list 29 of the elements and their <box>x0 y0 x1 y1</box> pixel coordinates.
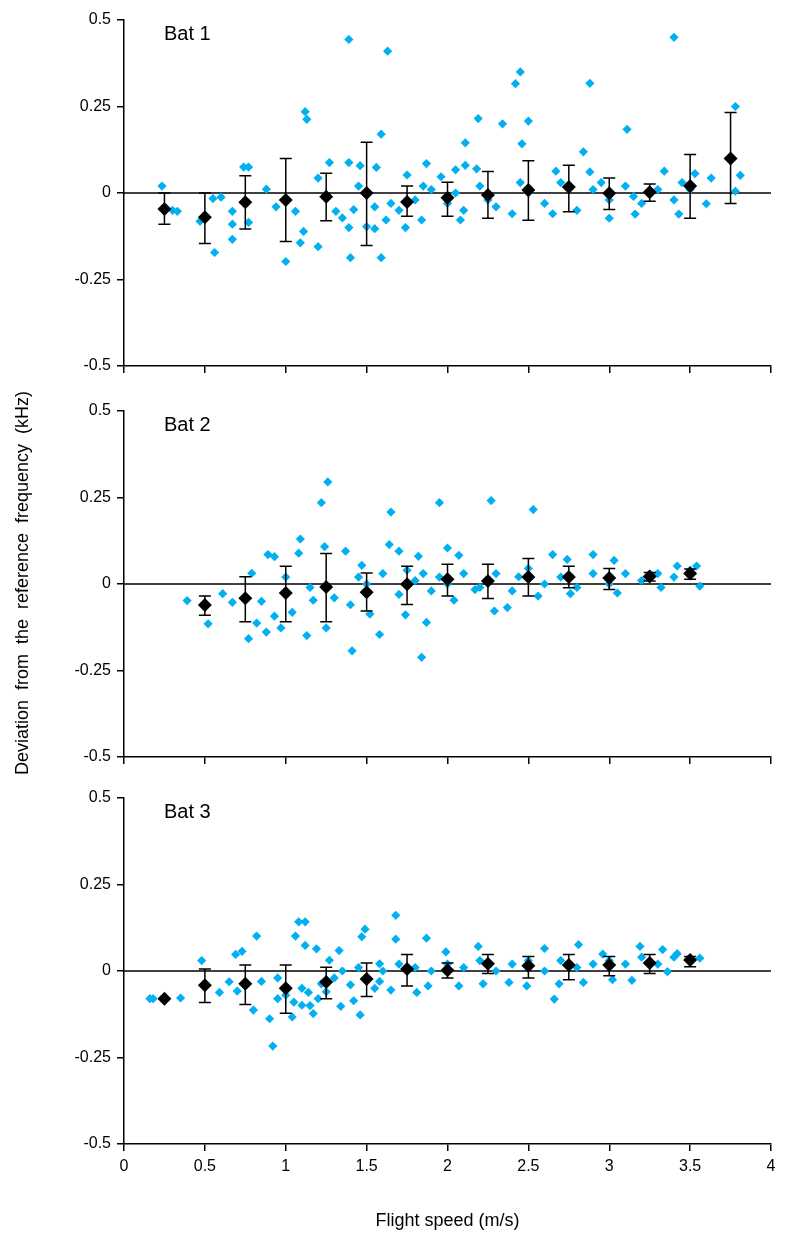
y-tick-label: -0.25 <box>74 269 112 287</box>
x-tick-label: 4 <box>766 1157 776 1175</box>
y-tick-label: -0.5 <box>83 1134 112 1152</box>
y-tick-label: 0 <box>102 961 112 979</box>
y-tick-label: 0 <box>102 183 112 201</box>
y-tick-label: 0 <box>102 574 112 592</box>
x-tick-label: 1.5 <box>355 1157 378 1175</box>
x-tick-label: 1 <box>281 1157 291 1175</box>
chart-title: Bat 2 <box>164 412 211 435</box>
y-tick-label: 0.25 <box>79 874 112 892</box>
y-tick-label: -0.5 <box>83 747 112 765</box>
x-tick-label: 2.5 <box>517 1157 540 1175</box>
y-tick-label: 0.25 <box>79 96 112 114</box>
y-tick-label: 0.5 <box>88 788 112 806</box>
chart-title: Bat 1 <box>164 21 211 44</box>
x-tick-label: 2 <box>443 1157 453 1175</box>
y-tick-label: 0.5 <box>88 10 112 28</box>
x-tick-label: 3 <box>604 1157 614 1175</box>
y-axis-title: Deviation from the reference frequency (kHz) <box>11 390 33 776</box>
y-tick-label: 0.5 <box>88 401 112 419</box>
y-tick-label: 0.25 <box>79 487 112 505</box>
x-tick-label: 0 <box>119 1157 129 1175</box>
x-tick-label: 3.5 <box>679 1157 702 1175</box>
x-axis-title: Flight speed (m/s) <box>375 1210 520 1231</box>
y-tick-label: -0.25 <box>74 660 112 678</box>
y-tick-label: -0.25 <box>74 1047 112 1065</box>
x-tick-label: 0.5 <box>193 1157 217 1175</box>
chart-title: Bat 3 <box>164 799 211 822</box>
y-tick-label: -0.5 <box>83 356 112 374</box>
